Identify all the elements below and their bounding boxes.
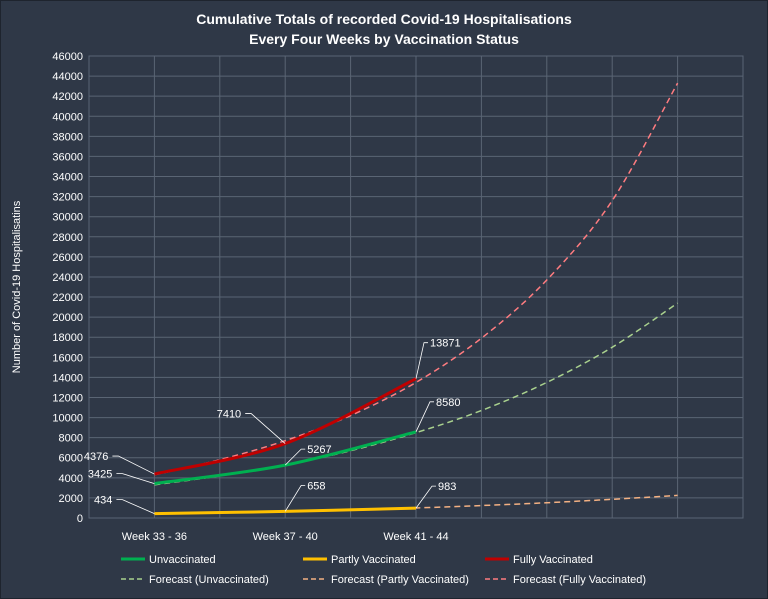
data-label: 7410 bbox=[217, 409, 241, 421]
y-tick-label: 14000 bbox=[52, 372, 83, 384]
y-tick-label: 44000 bbox=[52, 71, 83, 83]
y-tick-label: 6000 bbox=[59, 453, 83, 465]
grid-lines bbox=[89, 55, 743, 519]
y-tick-label: 38000 bbox=[52, 131, 83, 143]
data-label-leader bbox=[284, 448, 306, 466]
y-axis-title: Number of Covid-19 Hospitalisatins bbox=[11, 200, 23, 373]
y-tick-label: 10000 bbox=[52, 413, 83, 425]
data-label: 4376 bbox=[84, 451, 108, 463]
y-tick-label: 22000 bbox=[52, 292, 83, 304]
x-tick-label: Week 37 - 40 bbox=[253, 531, 318, 543]
data-label-leader bbox=[245, 413, 286, 444]
data-label-leader bbox=[116, 473, 155, 484]
data-label-leader bbox=[112, 455, 155, 475]
data-label-leader bbox=[116, 499, 155, 515]
y-tick-label: 16000 bbox=[52, 352, 83, 364]
x-axis-ticks: Week 33 - 36 Week 37 - 40 Week 41 - 44 bbox=[122, 531, 449, 543]
data-label-leader bbox=[415, 342, 428, 379]
data-label: 434 bbox=[94, 495, 112, 507]
legend-label: Partly Vaccinated bbox=[331, 554, 416, 566]
data-label: 983 bbox=[438, 481, 456, 493]
legend-label: Forecast (Unvaccinated) bbox=[149, 574, 269, 586]
y-tick-label: 0 bbox=[77, 513, 83, 525]
data-label: 5267 bbox=[307, 444, 331, 456]
x-tick-label: Week 41 - 44 bbox=[383, 531, 448, 543]
y-tick-label: 4000 bbox=[59, 473, 83, 485]
y-axis-ticks: 0 2000 4000 6000 8000 10000 12000 14000 16000 180… bbox=[52, 51, 83, 525]
y-tick-label: 34000 bbox=[52, 172, 83, 184]
y-tick-label: 8000 bbox=[59, 433, 83, 445]
y-tick-label: 28000 bbox=[52, 232, 83, 244]
data-label: 8580 bbox=[436, 397, 460, 409]
y-tick-label: 12000 bbox=[52, 392, 83, 404]
y-tick-label: 30000 bbox=[52, 212, 83, 224]
chart-title-line-1: Cumulative Totals of recorded Covid-19 H… bbox=[196, 11, 572, 27]
series-line-forecast-fully-vaccinated bbox=[154, 82, 679, 476]
y-tick-label: 46000 bbox=[52, 51, 83, 63]
data-label-leader bbox=[415, 485, 436, 509]
plot-area-border bbox=[88, 55, 744, 519]
y-tick-label: 36000 bbox=[52, 151, 83, 163]
legend-label: Forecast (Fully Vaccinated) bbox=[513, 574, 646, 586]
series-line-fully-vaccinated bbox=[154, 377, 417, 476]
legend: Unvaccinated Partly Vaccinated Fully Vacci… bbox=[121, 554, 646, 586]
legend-label: Unvaccinated bbox=[149, 554, 216, 566]
data-label: 658 bbox=[307, 480, 325, 492]
legend-label: Fully Vaccinated bbox=[513, 554, 593, 566]
y-tick-label: 24000 bbox=[52, 272, 83, 284]
chart-title-line-2: Every Four Weeks by Vaccination Status bbox=[249, 31, 519, 47]
data-label-leader bbox=[415, 401, 434, 432]
y-tick-label: 18000 bbox=[52, 332, 83, 344]
x-tick-label: Week 33 - 36 bbox=[122, 531, 187, 543]
y-tick-label: 20000 bbox=[52, 312, 83, 324]
data-label: 3425 bbox=[88, 469, 112, 481]
y-tick-label: 2000 bbox=[59, 493, 83, 505]
data-labels: 3425 5267 8580 434 658 983 4376 7410 13871 bbox=[84, 338, 461, 515]
legend-label: Forecast (Partly Vaccinated) bbox=[331, 574, 469, 586]
y-tick-label: 40000 bbox=[52, 111, 83, 123]
y-tick-label: 26000 bbox=[52, 252, 83, 264]
data-label: 13871 bbox=[430, 338, 461, 350]
data-label-leader bbox=[284, 484, 306, 512]
y-tick-label: 32000 bbox=[52, 192, 83, 204]
y-tick-label: 42000 bbox=[52, 91, 83, 103]
